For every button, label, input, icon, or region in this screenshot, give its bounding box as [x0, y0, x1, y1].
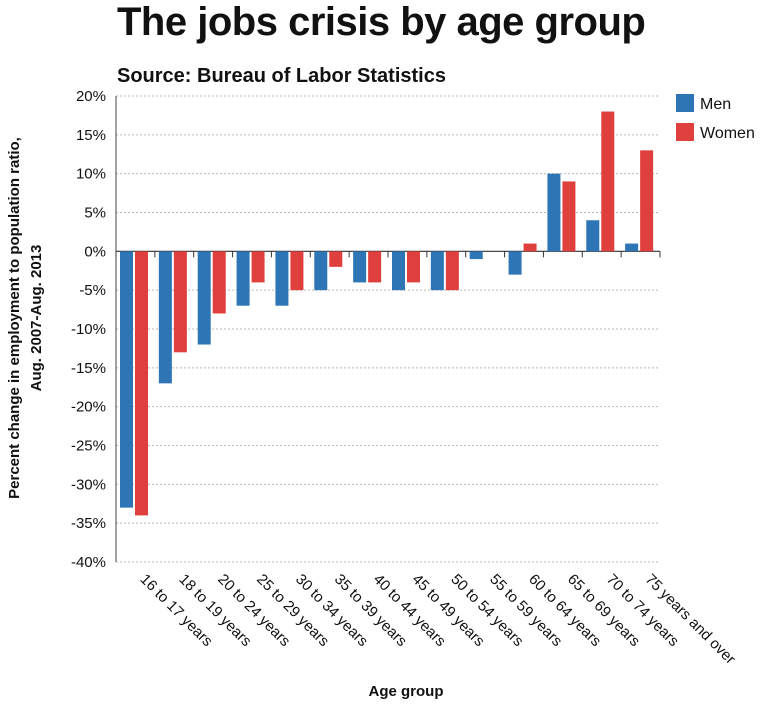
bar-women: [212, 251, 226, 314]
y-tick-label: -30%: [71, 476, 106, 493]
bar-men: [353, 251, 367, 283]
bar-men: [236, 251, 250, 306]
x-axis-title: Age group: [369, 683, 444, 700]
y-tick-label: -15%: [71, 360, 106, 377]
bar-men: [275, 251, 289, 306]
bar-men: [547, 173, 561, 252]
bar-men: [392, 251, 405, 291]
legend-label-men: Men: [700, 96, 731, 113]
bar-women: [251, 251, 265, 283]
y-tick-label: 20%: [76, 88, 106, 105]
bar-women: [523, 243, 537, 252]
y-tick-label: 15%: [76, 127, 106, 144]
legend-swatch-women: [676, 123, 694, 141]
bar-men: [430, 251, 444, 291]
bar-men: [158, 251, 172, 384]
bar-men: [586, 220, 600, 252]
bar-men: [197, 251, 211, 345]
y-tick-label: -40%: [71, 554, 106, 571]
bar-women: [368, 251, 382, 283]
bar-women: [445, 251, 459, 291]
bar-women: [407, 251, 420, 283]
bar-women: [173, 251, 187, 353]
chart-title: The jobs crisis by age group: [117, 0, 646, 44]
bar-women: [135, 251, 148, 516]
bar-men: [625, 243, 639, 252]
y-tick-label: 10%: [76, 166, 106, 183]
bar-women: [601, 111, 615, 252]
y-tick-label: 0%: [84, 243, 106, 260]
bar-men: [120, 251, 133, 508]
bar-women: [329, 251, 343, 267]
chart-subtitle: Source: Bureau of Labor Statistics: [117, 65, 446, 87]
y-tick-label: -20%: [71, 399, 106, 416]
bar-women: [290, 251, 304, 291]
legend-label-women: Women: [700, 125, 755, 142]
bar-men: [314, 251, 328, 291]
bar-women: [640, 150, 654, 252]
bar-women: [562, 181, 576, 252]
y-tick-label: -10%: [71, 321, 106, 338]
bar-men: [469, 251, 483, 260]
y-axis-title-line1: Percent change in employment to populati…: [6, 137, 23, 499]
y-tick-label: -35%: [71, 515, 106, 532]
y-axis-title-line2: Aug. 2007-Aug. 2013: [28, 245, 45, 392]
y-tick-label: -5%: [79, 282, 106, 299]
y-tick-label: -25%: [71, 438, 106, 455]
legend-swatch-men: [676, 94, 694, 112]
y-tick-label: 5%: [84, 205, 106, 222]
bar-men: [508, 251, 522, 275]
